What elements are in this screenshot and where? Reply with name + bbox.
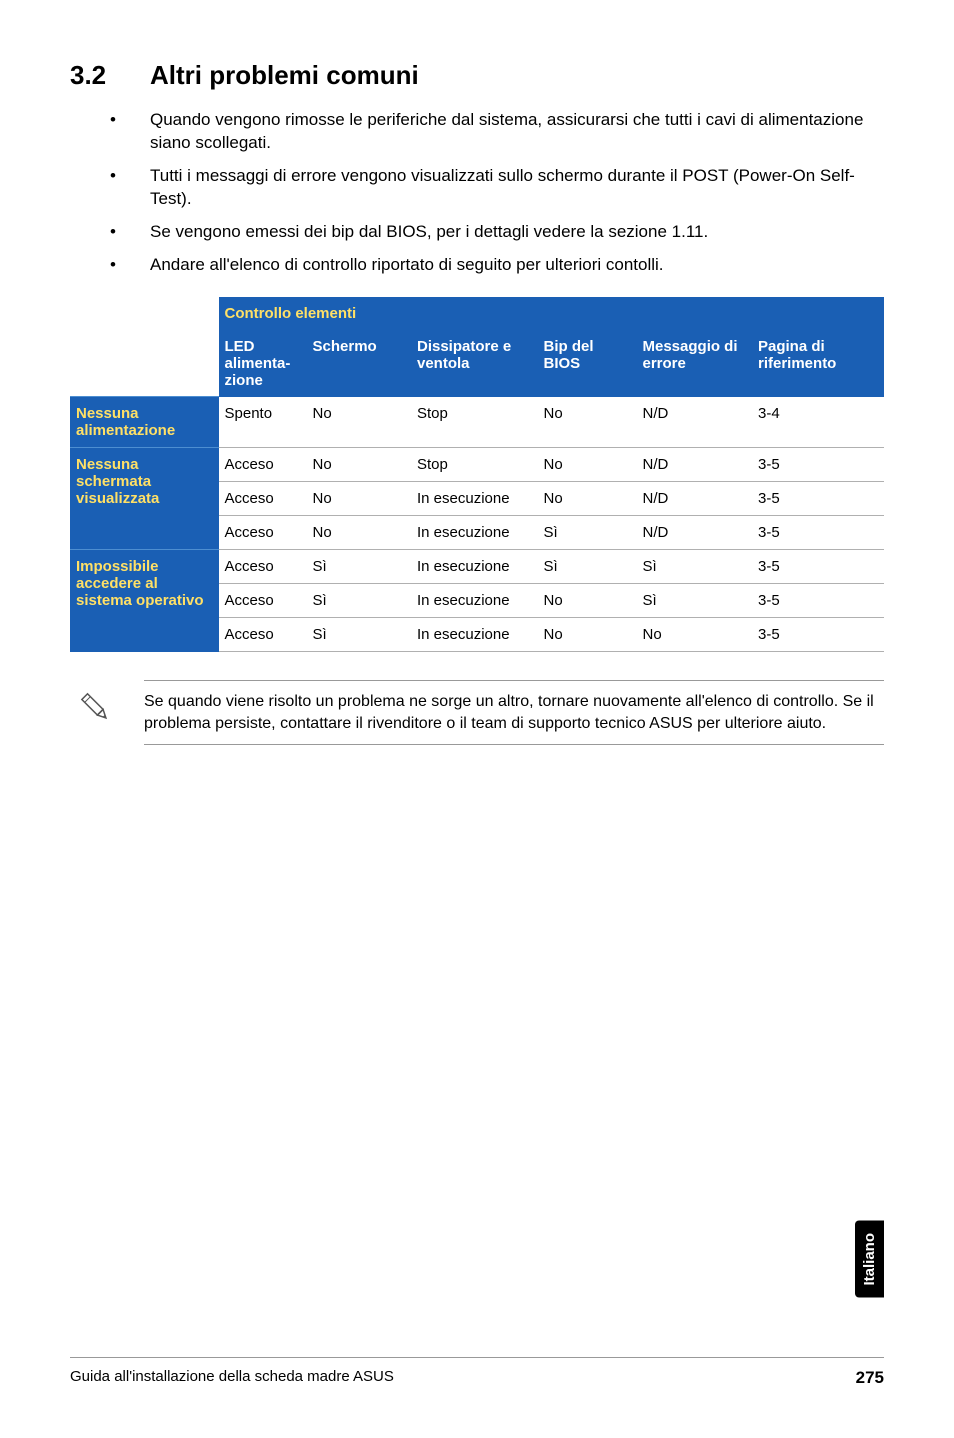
section-heading: Altri problemi comuni xyxy=(150,60,419,90)
table-cell: No xyxy=(538,448,637,482)
table-col-dissipatore: Dissipatore e ventola xyxy=(411,330,538,397)
table-cell: 3-5 xyxy=(752,550,884,584)
table-corner-blank xyxy=(70,297,219,397)
table-cell: Spento xyxy=(219,397,307,448)
table-cell: Sì xyxy=(307,618,412,652)
table-cell: In esecuzione xyxy=(411,550,538,584)
table-cell: In esecuzione xyxy=(411,618,538,652)
table-cell: Sì xyxy=(538,516,637,550)
note-text: Se quando viene risolto un problema ne s… xyxy=(144,691,884,734)
table-cell: 3-5 xyxy=(752,448,884,482)
note-pencil-icon xyxy=(74,680,124,735)
table-col-led: LED alimenta-zione xyxy=(219,330,307,397)
section-number: 3.2 xyxy=(70,60,150,91)
table-cell: 3-5 xyxy=(752,584,884,618)
table-cell: N/D xyxy=(637,397,753,448)
table-cell: 3-5 xyxy=(752,516,884,550)
bullet-item: Andare all'elenco di controllo riportato… xyxy=(110,254,884,277)
table-col-bip: Bip del BIOS xyxy=(538,330,637,397)
table-cell: Stop xyxy=(411,397,538,448)
footer-page-number: 275 xyxy=(856,1368,884,1388)
table-cell: Stop xyxy=(411,448,538,482)
table-cell: Sì xyxy=(637,584,753,618)
page-footer: Guida all'installazione della scheda mad… xyxy=(70,1357,884,1388)
table-cell: N/D xyxy=(637,448,753,482)
troubleshooting-table: Controllo elementi LED alimenta-zione Sc… xyxy=(70,297,884,653)
table-cell: No xyxy=(307,397,412,448)
table-col-schermo: Schermo xyxy=(307,330,412,397)
table-cell: Acceso xyxy=(219,584,307,618)
table-cell: Sì xyxy=(637,550,753,584)
table-cell: 3-4 xyxy=(752,397,884,448)
bullet-item: Tutti i messaggi di errore vengono visua… xyxy=(110,165,884,211)
row-label-no-os: Impossibile accedere al sistema operativ… xyxy=(70,550,219,652)
table-cell: Acceso xyxy=(219,618,307,652)
table-cell: No xyxy=(538,584,637,618)
note-block: Se quando viene risolto un problema ne s… xyxy=(70,680,884,745)
table-cell: Acceso xyxy=(219,516,307,550)
table-cell: N/D xyxy=(637,482,753,516)
table-cell: In esecuzione xyxy=(411,584,538,618)
table-cell: Acceso xyxy=(219,482,307,516)
table-cell: No xyxy=(538,482,637,516)
table-cell: No xyxy=(637,618,753,652)
bullet-item: Se vengono emessi dei bip dal BIOS, per … xyxy=(110,221,884,244)
table-cell: Sì xyxy=(307,584,412,618)
footer-title: Guida all'installazione della scheda mad… xyxy=(70,1368,394,1388)
table-cell: No xyxy=(538,397,637,448)
table-cell: 3-5 xyxy=(752,482,884,516)
table-cell: No xyxy=(307,482,412,516)
table-cell: No xyxy=(307,516,412,550)
table-cell: Acceso xyxy=(219,550,307,584)
row-label-no-power: Nessuna alimentazione xyxy=(70,397,219,448)
table-cell: 3-5 xyxy=(752,618,884,652)
table-col-messaggio: Messaggio di errore xyxy=(637,330,753,397)
bullet-list: Quando vengono rimosse le periferiche da… xyxy=(70,109,884,277)
table-cell: No xyxy=(538,618,637,652)
table-cell: Sì xyxy=(307,550,412,584)
table-cell: Acceso xyxy=(219,448,307,482)
table-cell: N/D xyxy=(637,516,753,550)
row-label-no-screen: Nessuna schermata visualizzata xyxy=(70,448,219,550)
table-cell: Sì xyxy=(538,550,637,584)
bullet-item: Quando vengono rimosse le periferiche da… xyxy=(110,109,884,155)
language-tab: Italiano xyxy=(855,1221,884,1298)
section-title: 3.2Altri problemi comuni xyxy=(70,60,884,91)
table-group-header: Controllo elementi xyxy=(219,297,885,330)
table-cell: In esecuzione xyxy=(411,516,538,550)
table-col-pagina: Pagina di riferimento xyxy=(752,330,884,397)
table-cell: No xyxy=(307,448,412,482)
table-cell: In esecuzione xyxy=(411,482,538,516)
